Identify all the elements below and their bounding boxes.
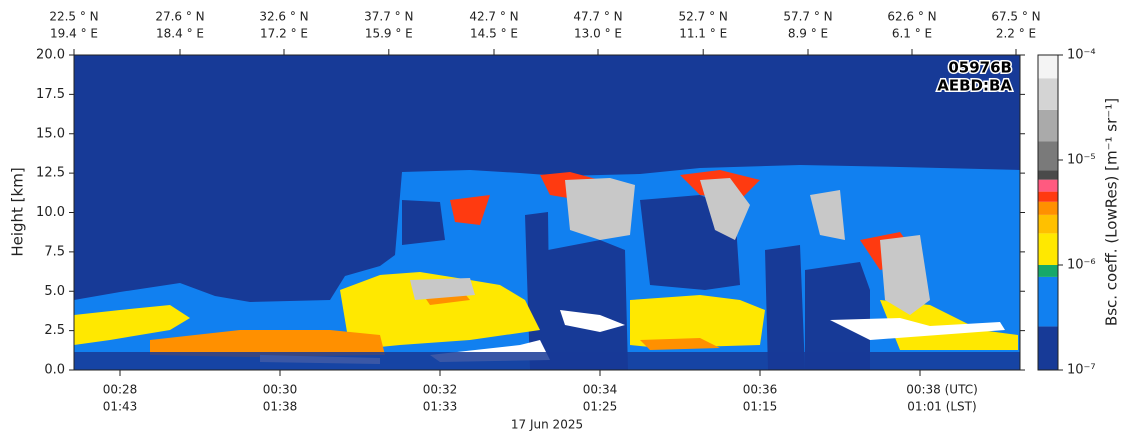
y-tick-label: 0.0: [44, 363, 65, 378]
x2-tick-label-lon: 19.4 ° E: [50, 27, 98, 41]
y-tick-label: 17.5: [36, 87, 65, 102]
x-tick-label: 00:32: [423, 383, 458, 397]
x-axis-label: 17 Jun 2025: [511, 418, 583, 432]
x-tick-label: 00:34: [583, 383, 618, 397]
x-tick-label: 00:28: [103, 383, 138, 397]
aerosol-dense: [150, 288, 720, 357]
x-tick-label-lst: 01:01 (LST): [907, 400, 976, 414]
x2-tick-label: 32.6 ° N: [259, 10, 308, 24]
x-tick-label-lst: 01:43: [103, 400, 138, 414]
colorbar-segment: [1038, 233, 1058, 265]
x-tick-label-lst: 01:33: [423, 400, 458, 414]
x2-tick-label-lon: 17.2 ° E: [260, 27, 308, 41]
x2-tick-label-lon: 8.9 ° E: [788, 27, 828, 41]
colorbar-segment: [1038, 170, 1058, 180]
y-tick-label: 5.0: [44, 284, 65, 299]
x2-tick-label: 42.7 ° N: [469, 10, 518, 24]
x2-tick-label: 52.7 ° N: [679, 10, 728, 24]
x2-tick-label-lon: 18.4 ° E: [156, 27, 204, 41]
colorbar-label: Bsc. coeff. (LowRes) [m⁻¹ sr⁻¹]: [1103, 98, 1121, 326]
aerosol-layer: [74, 272, 1018, 350]
x2-tick-label: 22.5 ° N: [49, 10, 98, 24]
colorbar-tick-label: 10⁻⁴: [1067, 48, 1096, 63]
colorbar-segment: [1038, 201, 1058, 215]
x2-tick-label-lon: 13.0 ° E: [574, 27, 622, 41]
x2-tick-label-lon: 2.2 ° E: [996, 27, 1036, 41]
colorbar-segment: [1038, 109, 1058, 142]
colorbar-frame: [1037, 54, 1059, 371]
x2-tick-label: 67.5 ° N: [991, 10, 1040, 24]
colorbar-segment: [1038, 78, 1058, 110]
curtain: [73, 54, 1021, 371]
annotation: AEBD:BA: [937, 77, 1012, 95]
y-tick-label: 15.0: [36, 126, 65, 141]
x-tick-label-lst: 01:15: [743, 400, 778, 414]
x-tick-label-lst: 01:38: [263, 400, 298, 414]
colorbar-tick-label: 10⁻⁵: [1067, 153, 1096, 168]
x2-tick-label: 62.6 ° N: [887, 10, 936, 24]
x-tick-label: 00:30: [263, 383, 298, 397]
x-tick-label-lst: 01:25: [583, 400, 618, 414]
colorbar-segment: [1038, 55, 1058, 79]
colorbar-segment: [1038, 141, 1058, 171]
y-tick-label: 20.0: [36, 48, 65, 63]
x2-tick-label-lon: 15.9 ° E: [365, 27, 413, 41]
x2-tick-label-lon: 6.1 ° E: [892, 27, 932, 41]
x-tick-label: 00:36: [743, 383, 778, 397]
colorbar-segment: [1038, 265, 1058, 277]
x2-tick-label: 37.7 ° N: [364, 10, 413, 24]
y-tick-label: 2.5: [44, 323, 65, 338]
colorbar-segment: [1038, 179, 1058, 192]
colorbar-segment: [1038, 214, 1058, 234]
x2-tick-label-lon: 14.5 ° E: [470, 27, 518, 41]
y-axis-label: Height [km]: [9, 167, 27, 256]
x-tick-label: 00:38 (UTC): [906, 383, 978, 397]
y-tick-label: 12.5: [36, 166, 65, 181]
colorbar-tick-label: 10⁻⁶: [1067, 258, 1096, 273]
x2-tick-label: 57.7 ° N: [783, 10, 832, 24]
colorbar-tick-label: 10⁻⁷: [1067, 363, 1096, 378]
y-tick-label: 7.5: [44, 244, 65, 259]
x2-tick-label-lon: 11.1 ° E: [679, 27, 727, 41]
surface-strip: [74, 352, 1020, 370]
colorbar-segment: [1038, 326, 1058, 370]
colorbar-segment: [1038, 191, 1058, 202]
x2-tick-label: 47.7 ° N: [573, 10, 622, 24]
annotation: 05976B: [948, 59, 1012, 77]
colorbar-segment: [1038, 276, 1058, 327]
x2-tick-label: 27.6 ° N: [155, 10, 204, 24]
y-tick-label: 10.0: [36, 205, 65, 220]
